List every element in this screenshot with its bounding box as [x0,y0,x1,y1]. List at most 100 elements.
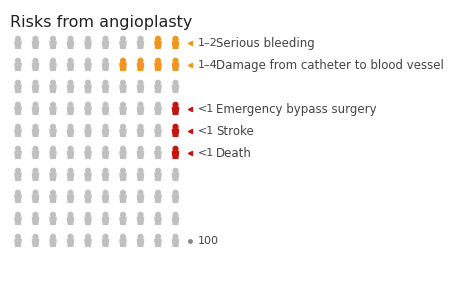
Circle shape [68,168,73,173]
Polygon shape [32,152,39,158]
Circle shape [120,212,125,217]
Text: 1–4: 1–4 [197,60,217,70]
Circle shape [120,102,125,107]
Polygon shape [67,85,73,92]
Polygon shape [102,63,108,70]
Circle shape [103,234,108,239]
Circle shape [50,234,55,239]
Circle shape [33,234,38,239]
Polygon shape [15,195,21,203]
Circle shape [85,58,90,63]
Polygon shape [15,218,21,224]
Circle shape [138,36,143,41]
Polygon shape [32,107,39,114]
Polygon shape [119,85,126,92]
Polygon shape [32,129,39,137]
Circle shape [33,212,38,217]
Circle shape [68,234,73,239]
Circle shape [85,168,90,173]
Circle shape [33,190,38,195]
Text: 100: 100 [197,236,218,246]
Polygon shape [32,195,39,203]
Circle shape [173,146,178,151]
Text: <1: <1 [197,104,214,114]
Circle shape [85,124,90,129]
Polygon shape [84,239,91,246]
Circle shape [120,168,125,173]
Polygon shape [32,239,39,246]
Polygon shape [15,41,21,48]
Circle shape [120,58,125,63]
Polygon shape [137,173,143,180]
Circle shape [85,212,90,217]
Polygon shape [172,173,178,180]
Circle shape [16,102,20,107]
Text: Serious bleeding: Serious bleeding [216,37,314,50]
Circle shape [68,58,73,63]
Polygon shape [102,129,108,137]
Polygon shape [67,107,73,114]
Polygon shape [102,85,108,92]
Circle shape [68,80,73,85]
Polygon shape [102,173,108,180]
Polygon shape [32,173,39,180]
Polygon shape [84,41,91,48]
Polygon shape [50,129,56,137]
Polygon shape [102,218,108,224]
Circle shape [50,58,55,63]
Polygon shape [50,218,56,224]
Circle shape [33,168,38,173]
Polygon shape [15,239,21,246]
Circle shape [173,168,178,173]
Circle shape [103,168,108,173]
Circle shape [103,124,108,129]
Polygon shape [119,239,126,246]
Text: <1: <1 [197,126,214,136]
Text: Death: Death [216,147,252,160]
Circle shape [68,102,73,107]
Polygon shape [155,173,161,180]
Polygon shape [172,107,178,114]
Circle shape [85,146,90,151]
Polygon shape [84,129,91,137]
Polygon shape [50,107,56,114]
Polygon shape [32,85,39,92]
Circle shape [120,190,125,195]
Polygon shape [137,107,143,114]
Polygon shape [102,239,108,246]
Circle shape [68,212,73,217]
Polygon shape [119,218,126,224]
Circle shape [155,36,160,41]
Circle shape [155,58,160,63]
Circle shape [85,80,90,85]
Circle shape [155,190,160,195]
Polygon shape [155,41,161,48]
Polygon shape [172,152,178,158]
Circle shape [85,102,90,107]
Circle shape [50,102,55,107]
Polygon shape [172,41,178,48]
Text: 1–2: 1–2 [197,38,217,48]
Circle shape [50,146,55,151]
Polygon shape [84,85,91,92]
Polygon shape [32,41,39,48]
Polygon shape [50,152,56,158]
Polygon shape [137,195,143,203]
Polygon shape [67,239,73,246]
Circle shape [173,80,178,85]
Circle shape [16,146,20,151]
Circle shape [173,124,178,129]
Polygon shape [84,195,91,203]
Polygon shape [84,152,91,158]
Circle shape [68,124,73,129]
Polygon shape [155,195,161,203]
Circle shape [16,58,20,63]
Circle shape [120,124,125,129]
Circle shape [155,80,160,85]
Polygon shape [32,63,39,70]
Circle shape [50,36,55,41]
Text: Emergency bypass surgery: Emergency bypass surgery [216,103,376,116]
Polygon shape [50,63,56,70]
Circle shape [120,146,125,151]
Polygon shape [137,41,143,48]
